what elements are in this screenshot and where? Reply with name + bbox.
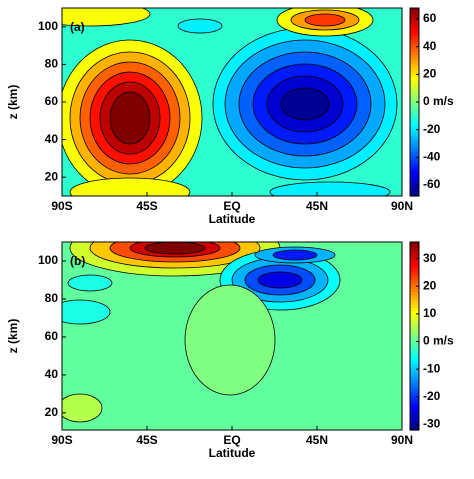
x-tick-label: EQ: [223, 433, 240, 447]
y-tick-label: 60: [45, 94, 59, 108]
x-tick-label: 45N: [306, 199, 328, 213]
contour-level: [184, 284, 276, 396]
x-tick-label: 90N: [391, 433, 413, 447]
colorbar-tick-label: -20: [423, 389, 441, 403]
x-tick-label: 90S: [51, 199, 72, 213]
x-tick-label: 45S: [136, 433, 157, 447]
y-tick-label: 100: [38, 253, 58, 267]
colorbar-tick-label: 0 m/s: [423, 94, 454, 108]
y-axis-label: z (km): [6, 85, 20, 120]
panel-b: (b) 90S 45S EQ 45N 90N Latitude 20 40 60 80 100 z (k…: [6, 241, 454, 460]
x-tick-label: 45N: [306, 433, 328, 447]
panel-a: (a) 90S 45S EQ 45N 90N Latitude 20 40 60 80 100 z (k…: [6, 7, 454, 226]
y-tick-label: 80: [45, 291, 59, 305]
contour-level: [269, 181, 391, 196]
contour-level: [109, 91, 151, 145]
x-tick-label: 90S: [51, 433, 72, 447]
contour-level: [62, 8, 151, 27]
colorbar-tick-label: -20: [423, 122, 441, 136]
y-tick-label: 20: [45, 405, 59, 419]
contour-level: [67, 274, 113, 292]
contour-level: [69, 177, 191, 196]
colorbar-tick-label: 20: [423, 278, 437, 292]
contour-level: [62, 299, 111, 325]
colorbar-frame: [409, 241, 420, 431]
colorbar-tick-label: 40: [423, 39, 437, 53]
x-axis-label: Latitude: [209, 446, 256, 460]
colorbar-tick-label: -30: [423, 417, 441, 431]
contour-level: [272, 249, 318, 261]
y-tick-label: 80: [45, 57, 59, 71]
colorbar: -60 -40 -20 0 m/s 20 40 60: [409, 7, 454, 197]
colorbar-tick-label: 10: [423, 306, 437, 320]
colorbar: -30 -20 -10 0 m/s 10 20 30: [409, 241, 454, 431]
colorbar-tick-label: 60: [423, 11, 437, 25]
colorbar-tick-label: -40: [423, 149, 441, 163]
y-tick-label: 100: [38, 19, 58, 33]
contour-level: [144, 242, 206, 255]
contour-field: [62, 8, 402, 196]
colorbar-tick-label: -60: [423, 177, 441, 191]
contour-level: [177, 18, 223, 34]
contour-level: [304, 13, 346, 27]
panel-label: (a): [70, 20, 85, 34]
contour-field: [62, 242, 402, 430]
y-tick-label: 40: [45, 367, 59, 381]
y-tick-label: 40: [45, 132, 59, 146]
x-tick-label: 90N: [391, 199, 413, 213]
colorbar-tick-label: -10: [423, 361, 441, 375]
colorbar-tick-label: 20: [423, 67, 437, 81]
y-tick-label: 60: [45, 329, 59, 343]
y-axis-label: z (km): [6, 319, 20, 354]
panel-label: (b): [70, 254, 85, 268]
colorbar-tick-label: 0 m/s: [423, 334, 454, 348]
x-tick-label: EQ: [223, 199, 240, 213]
x-axis-label: Latitude: [209, 212, 256, 226]
contour-level: [257, 271, 303, 289]
contour-level: [62, 393, 103, 423]
contour-level: [280, 87, 330, 121]
y-tick-label: 20: [45, 169, 59, 183]
x-tick-label: 45S: [136, 199, 157, 213]
colorbar-tick-label: 30: [423, 251, 437, 265]
